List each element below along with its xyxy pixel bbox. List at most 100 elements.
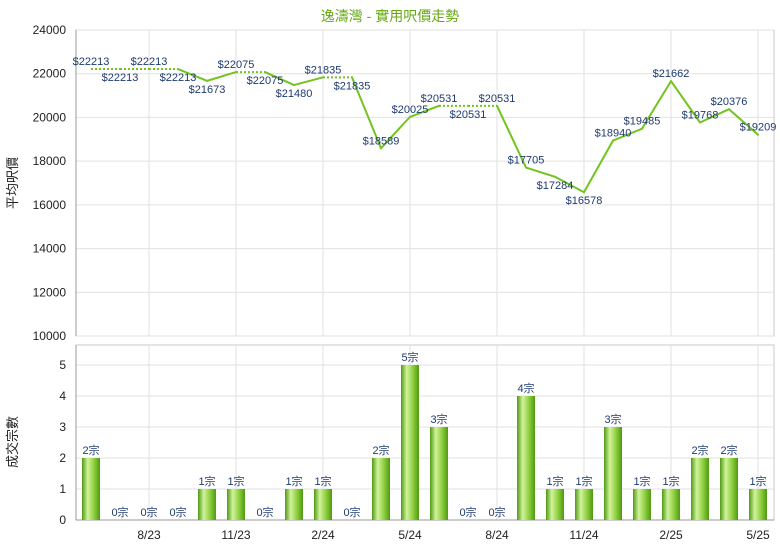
count-data-label: 0宗 [256, 505, 273, 519]
count-y-tick-label: 1 [59, 482, 66, 496]
price-data-label: $18589 [363, 135, 400, 147]
transaction-count-panel: 0 1 2 3 4 5 2宗 0宗 0宗 0宗 1宗 1宗 0宗 1宗 1宗 0宗 2宗 5宗 3宗 0宗 0宗 4宗 1宗… [59, 344, 775, 542]
price-line-segment [641, 80, 672, 130]
price-data-label: $17284 [537, 180, 574, 192]
price-line-segment [496, 104, 527, 169]
price-data-label: $18940 [595, 128, 632, 140]
x-tick-label: 2/25 [659, 528, 683, 542]
count-y-tick-label: 0 [59, 513, 66, 527]
count-bar [749, 489, 767, 520]
price-line-segment [264, 71, 295, 87]
price-data-label: $20531 [479, 93, 516, 105]
price-data-label: $21835 [334, 80, 371, 92]
count-data-label: 1宗 [314, 474, 331, 488]
price-data-label: $22075 [247, 75, 284, 87]
count-data-label: 1宗 [633, 474, 650, 488]
price-line-segment [554, 175, 585, 194]
x-tick-label: 8/23 [137, 528, 161, 542]
count-bar [517, 396, 535, 520]
count-data-label: 1宗 [749, 474, 766, 488]
price-data-label: $16578 [566, 195, 603, 207]
price-y-tick-label: 14000 [33, 242, 67, 256]
count-data-label: 0宗 [140, 505, 157, 519]
count-y-tick-label: 5 [59, 358, 66, 372]
price-data-label: $22213 [131, 56, 168, 68]
count-data-label: 1宗 [198, 474, 215, 488]
price-y-tick-label: 24000 [33, 23, 67, 37]
count-data-label: 3宗 [604, 412, 621, 426]
count-bar [285, 489, 303, 520]
x-tick-label: 11/24 [569, 528, 598, 542]
price-y-tick-label: 22000 [33, 67, 67, 81]
price-y-tick-label: 16000 [33, 198, 67, 212]
count-data-label: 0宗 [111, 505, 128, 519]
x-tick-label: 5/25 [746, 528, 770, 542]
count-plot-frame [75, 344, 775, 521]
count-bar [633, 489, 651, 520]
price-data-label: $21835 [305, 64, 342, 76]
count-bar [720, 458, 738, 520]
count-data-label: 2宗 [691, 443, 708, 457]
count-bar [401, 365, 419, 520]
price-line-segment [728, 108, 759, 136]
price-line-segment [525, 166, 556, 178]
count-data-label: 2宗 [372, 443, 389, 457]
price-data-label: $21480 [276, 88, 313, 100]
count-data-label: 0宗 [459, 505, 476, 519]
x-tick-label: 2/24 [311, 528, 335, 542]
count-bar [430, 427, 448, 520]
count-data-label: 4宗 [517, 381, 534, 395]
price-line-segment [206, 71, 237, 82]
price-data-label: $19768 [682, 109, 719, 121]
price-line-segment [177, 68, 208, 82]
x-tick-label: 8/24 [485, 528, 509, 542]
count-bar [227, 489, 245, 520]
count-data-label: 1宗 [546, 474, 563, 488]
count-data-label: 1宗 [285, 474, 302, 488]
price-panel: 10000 12000 14000 16000 18000 20000 22000 24000… [33, 23, 777, 343]
count-data-label: 5宗 [401, 350, 418, 364]
price-y-tick-label: 12000 [33, 285, 67, 299]
price-data-label: $21662 [653, 68, 690, 80]
price-data-label: $22213 [73, 56, 110, 68]
count-data-label: 1宗 [227, 474, 244, 488]
price-data-label: $17705 [508, 155, 545, 167]
price-line-segment [409, 104, 440, 118]
count-bar [314, 489, 332, 520]
count-bar [372, 458, 390, 520]
price-data-label: $19209 [740, 122, 777, 134]
price-data-label: $22213 [102, 72, 139, 84]
x-tick-label: 11/23 [221, 528, 250, 542]
x-tick-label: 5/24 [398, 528, 422, 542]
price-data-label: $19485 [624, 116, 661, 128]
price-y-tick-label: 10000 [33, 329, 67, 343]
count-bar [604, 427, 622, 520]
price-line-segment [670, 80, 701, 124]
count-data-label: 1宗 [575, 474, 592, 488]
price-line-segment [351, 76, 382, 150]
count-bar [198, 489, 216, 520]
count-bar [575, 489, 593, 520]
count-y-tick-label: 4 [59, 389, 66, 403]
count-axis-title: 成交宗數 [5, 416, 20, 468]
count-y-tick-label: 3 [59, 420, 66, 434]
count-data-label: 0宗 [343, 505, 360, 519]
price-data-label: $22075 [218, 59, 255, 71]
price-y-tick-label: 20000 [33, 110, 67, 124]
price-plot-frame [75, 29, 775, 337]
price-data-label: $20025 [392, 104, 429, 116]
price-line-segment [293, 76, 324, 87]
chart-title: 逸濤灣 - 實用呎價走勢 [321, 8, 459, 24]
price-line-segment [380, 115, 411, 150]
price-line-segment [583, 139, 614, 194]
count-data-label: 0宗 [488, 505, 505, 519]
price-data-label: $20376 [711, 96, 748, 108]
price-line-segment [612, 127, 643, 142]
count-y-tick-label: 2 [59, 451, 66, 465]
price-data-label: $22213 [160, 72, 197, 84]
count-data-label: 3宗 [430, 412, 447, 426]
count-bar [662, 489, 680, 520]
count-data-label: 1宗 [662, 474, 679, 488]
count-bar [82, 458, 100, 520]
